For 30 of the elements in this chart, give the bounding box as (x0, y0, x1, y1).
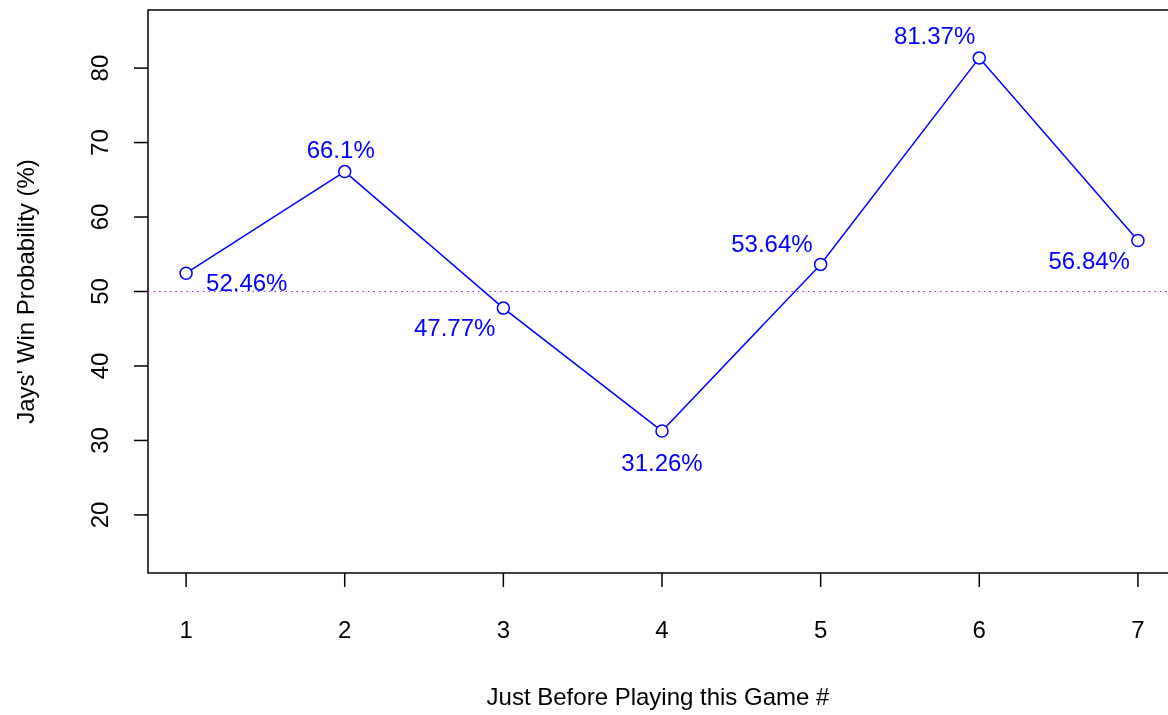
x-tick-label: 7 (1131, 616, 1145, 643)
y-tick-label: 40 (86, 352, 114, 380)
x-tick-label: 3 (496, 616, 511, 643)
data-label: 31.26% (621, 449, 703, 477)
data-label: 53.64% (731, 230, 813, 258)
point (496, 301, 511, 315)
point (1131, 233, 1145, 248)
x-tick-label: 6 (972, 616, 986, 643)
x-tick-label: 2 (338, 616, 352, 643)
y-tick-label: 60 (86, 203, 114, 231)
y-tick-label: 50 (86, 278, 114, 305)
point (972, 51, 987, 65)
point (337, 164, 352, 179)
point (179, 266, 193, 280)
data-label: 56.84% (1048, 246, 1130, 274)
point (813, 257, 828, 272)
x-tick-label: 4 (655, 616, 669, 643)
y-tick-label: 70 (86, 129, 114, 156)
y-tick-label: 80 (86, 54, 114, 82)
data-label: 47.77% (413, 314, 496, 342)
y-tick-label: 30 (86, 427, 114, 454)
data-label: 66.1% (306, 135, 375, 163)
x-axis-title: Just Before Playing this Game # (486, 683, 831, 710)
x-tick-label: 1 (179, 616, 193, 643)
point (655, 424, 669, 438)
data-label: 81.37% (893, 21, 976, 49)
y-axis-title: Jays' Win Probability (%) (12, 159, 39, 424)
x-tick-label: 5 (813, 616, 828, 643)
data-label: 52.46% (206, 269, 288, 297)
y-tick-label: 20 (86, 501, 114, 529)
